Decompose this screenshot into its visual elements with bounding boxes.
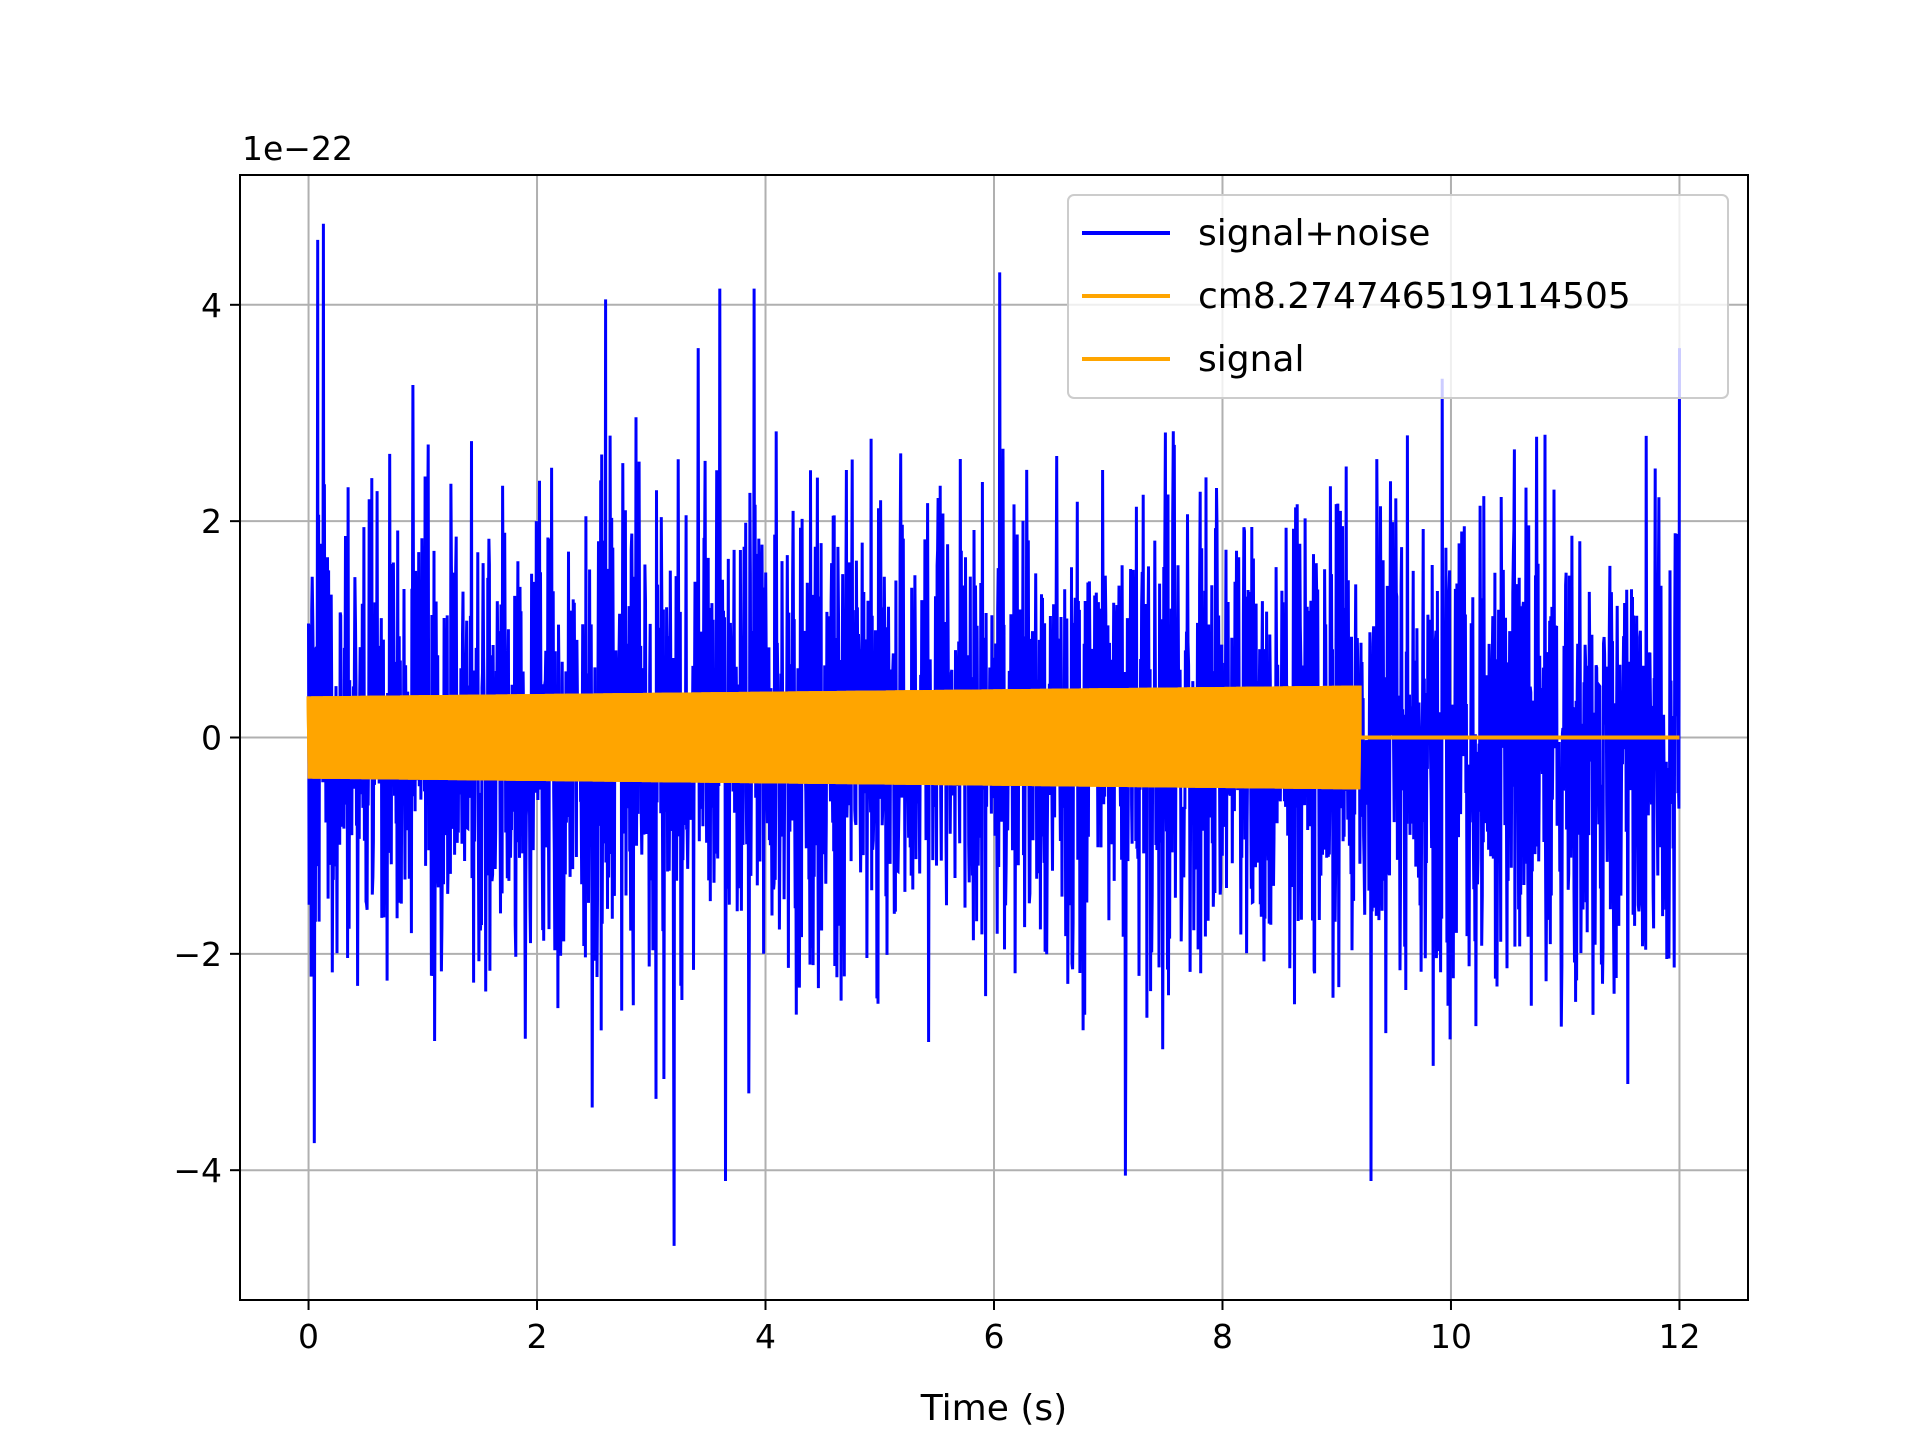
y-tick-label: 2 xyxy=(201,502,222,541)
x-tick-label: 10 xyxy=(1430,1317,1472,1356)
legend-label: signal xyxy=(1198,339,1305,380)
y-tick-label: 4 xyxy=(201,286,222,325)
y-tick-label: −2 xyxy=(173,935,222,974)
y-tick-label: 0 xyxy=(201,719,222,758)
series-signal-line xyxy=(306,685,1680,790)
x-axis-label: Time (s) xyxy=(920,1388,1067,1429)
legend-label: cm8.274746519114505 xyxy=(1198,276,1631,317)
x-tick-label: 0 xyxy=(298,1317,319,1356)
x-tick-label: 4 xyxy=(755,1317,776,1356)
ticks: 0 2 4 6 8 10 12 −4 −2 0 2 4 xyxy=(173,286,1700,1356)
y-offset-text: 1e−22 xyxy=(242,129,353,168)
y-tick-label: −4 xyxy=(173,1151,222,1190)
x-tick-label: 2 xyxy=(527,1317,548,1356)
x-tick-label: 6 xyxy=(984,1317,1005,1356)
legend: signal+noise cm8.274746519114505 signal xyxy=(1067,194,1729,399)
x-tick-label: 12 xyxy=(1658,1317,1700,1356)
legend-label: signal+noise xyxy=(1198,213,1430,254)
series-layer xyxy=(306,223,1681,1246)
x-tick-label: 8 xyxy=(1212,1317,1233,1356)
legend-box xyxy=(1067,194,1729,399)
series-signal-noise-line xyxy=(307,223,1681,1246)
